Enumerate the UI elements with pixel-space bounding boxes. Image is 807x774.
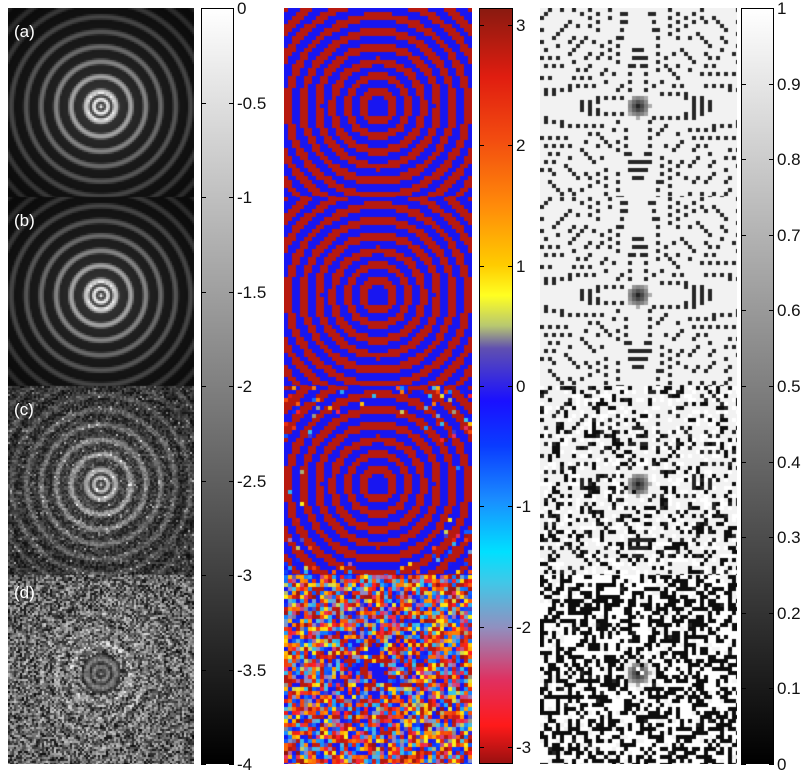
coherence-colorbar-tick-mark xyxy=(741,764,746,765)
phase-colorbar-tick-label: -2 xyxy=(516,617,532,637)
coherence-colorbar-tick-mark xyxy=(741,159,746,161)
phase-colorbar-tick-label: 2 xyxy=(516,136,526,156)
magnitude-colorbar-tick-label: -2 xyxy=(237,377,253,396)
magnitude-colorbar-tick-mark xyxy=(201,575,206,576)
magnitude-colorbar-tick-mark xyxy=(229,8,234,9)
phase-colorbar-tick-mark xyxy=(508,506,513,508)
phase-colorbar-tick-mark xyxy=(508,265,513,267)
magnitude-colorbar-tick-mark xyxy=(229,386,234,387)
magnitude-colorbar-tick-mark xyxy=(201,764,206,765)
coherence-colorbar-tick-label: 0.6 xyxy=(777,301,801,321)
magnitude-image xyxy=(8,8,194,764)
phase-colorbar-tick-label: 0 xyxy=(516,377,526,396)
phase-colorbar xyxy=(479,8,513,764)
phase-image xyxy=(284,8,472,764)
phase-colorbar-tick-mark xyxy=(479,506,484,508)
magnitude-colorbar-tick-mark xyxy=(229,197,234,198)
coherence-colorbar-tick-mark xyxy=(769,461,774,463)
coherence-colorbar-tick-mark xyxy=(741,8,746,9)
coherence-colorbar-tick-label: 1 xyxy=(777,0,787,18)
coherence-colorbar-tick-mark xyxy=(769,612,774,614)
coherence-image xyxy=(540,8,737,764)
magnitude-colorbar-tick-label: -4 xyxy=(237,755,253,774)
coherence-colorbar-tick-mark xyxy=(741,537,746,539)
phase-colorbar-tick-mark xyxy=(508,746,513,748)
coherence-image-column xyxy=(540,8,737,764)
magnitude-colorbar-tick-mark xyxy=(229,669,234,671)
magnitude-colorbar-tick-mark xyxy=(201,291,206,293)
magnitude-colorbar-tick-label: -0.5 xyxy=(237,93,267,113)
coherence-colorbar-tick-label: 0.4 xyxy=(777,452,801,472)
coherence-colorbar-tick-mark xyxy=(741,234,746,236)
panel-label-d: (d) xyxy=(14,583,35,602)
magnitude-colorbar-tick-mark xyxy=(201,386,206,387)
phase-colorbar-tick-mark xyxy=(479,746,484,748)
panel-label-b: (b) xyxy=(14,211,35,230)
phase-colorbar-tick-mark xyxy=(479,626,484,628)
phase-colorbar-tick-mark xyxy=(508,626,513,628)
phase-colorbar-tick-label: -3 xyxy=(516,737,532,757)
coherence-colorbar-tick-mark xyxy=(769,537,774,539)
coherence-colorbar-tick-mark xyxy=(769,386,774,387)
coherence-colorbar-tick-label: 0.7 xyxy=(777,225,801,245)
magnitude-colorbar-tick-mark xyxy=(229,291,234,293)
phase-colorbar-tick-mark xyxy=(508,25,513,27)
phase-colorbar-tick-mark xyxy=(508,386,513,387)
magnitude-colorbar-tick-mark xyxy=(229,480,234,482)
phase-colorbar-tick-mark xyxy=(479,25,484,27)
magnitude-image-column: (a) (b) (c) (d) xyxy=(8,8,194,764)
coherence-colorbar-tick-mark xyxy=(741,386,746,387)
phase-image-column xyxy=(284,8,472,764)
magnitude-colorbar-tick-label: -3 xyxy=(237,566,253,585)
coherence-colorbar-tick-mark xyxy=(741,461,746,463)
coherence-colorbar-tick-mark xyxy=(741,83,746,85)
magnitude-colorbar-tick-label: -1 xyxy=(237,188,253,207)
phase-colorbar-tick-label: 3 xyxy=(516,16,526,36)
phase-colorbar-tick-label: 1 xyxy=(516,256,526,276)
magnitude-colorbar-tick-mark xyxy=(201,197,206,198)
magnitude-colorbar-tick-mark xyxy=(229,575,234,576)
coherence-colorbar-tick-mark xyxy=(769,159,774,161)
magnitude-colorbar-tick-mark xyxy=(229,764,234,765)
coherence-colorbar-tick-mark xyxy=(741,688,746,690)
magnitude-colorbar-tick-mark xyxy=(201,480,206,482)
panel-label-a: (a) xyxy=(14,22,35,41)
magnitude-colorbar-tick-label: -3.5 xyxy=(237,660,267,680)
coherence-colorbar-tick-mark xyxy=(769,83,774,85)
coherence-colorbar-tick-mark xyxy=(769,234,774,236)
coherence-colorbar-tick-mark xyxy=(741,310,746,312)
coherence-colorbar-tick-label: 0.8 xyxy=(777,150,801,170)
coherence-colorbar-tick-mark xyxy=(769,8,774,9)
coherence-colorbar-tick-mark xyxy=(741,612,746,614)
magnitude-colorbar-tick-mark xyxy=(201,669,206,671)
coherence-colorbar-tick-mark xyxy=(769,764,774,765)
coherence-colorbar-tick-label: 0.3 xyxy=(777,528,801,548)
coherence-colorbar-tick-label: 0.1 xyxy=(777,679,801,699)
panel-label-c: (c) xyxy=(14,400,34,419)
phase-colorbar-tick-label: -1 xyxy=(516,497,532,517)
magnitude-colorbar-tick-label: -1.5 xyxy=(237,282,267,302)
phase-colorbar-tick-mark xyxy=(479,145,484,147)
phase-colorbar-tick-mark xyxy=(479,265,484,267)
magnitude-colorbar-tick-mark xyxy=(201,8,206,9)
coherence-colorbar-tick-label: 0.5 xyxy=(777,377,801,396)
coherence-colorbar-tick-label: 0.2 xyxy=(777,603,801,623)
phase-colorbar-tick-mark xyxy=(479,386,484,387)
phase-colorbar-tick-mark xyxy=(508,145,513,147)
coherence-colorbar-tick-label: 0.9 xyxy=(777,74,801,94)
magnitude-colorbar-tick-mark xyxy=(201,102,206,104)
magnitude-colorbar-tick-label: 0 xyxy=(237,0,247,18)
coherence-colorbar-tick-mark xyxy=(769,688,774,690)
coherence-colorbar-tick-mark xyxy=(769,310,774,312)
coherence-colorbar-tick-label: 0 xyxy=(777,755,787,774)
magnitude-colorbar-tick-mark xyxy=(229,102,234,104)
magnitude-colorbar-tick-label: -2.5 xyxy=(237,471,267,491)
